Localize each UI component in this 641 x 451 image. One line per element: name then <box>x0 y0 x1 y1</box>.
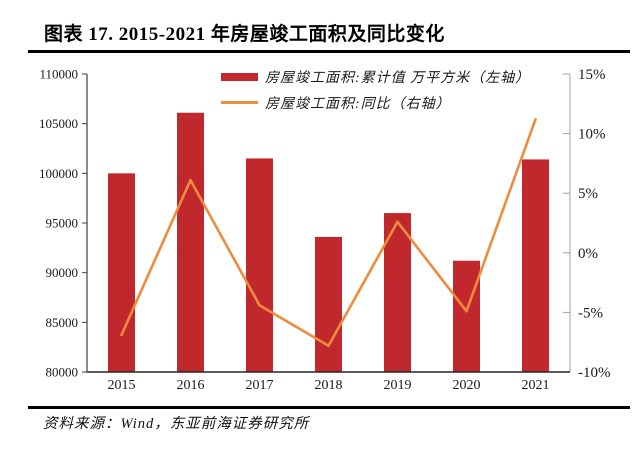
legend-label-bar-series: 房屋竣工面积:累计值 万平方米（左轴） <box>265 70 531 86</box>
x-axis-label-2017: 2017 <box>246 378 274 393</box>
x-axis-label-2019: 2019 <box>384 378 412 393</box>
bar-2015 <box>108 173 135 372</box>
bar-2018 <box>315 236 342 372</box>
bar-series-swatch <box>221 72 258 81</box>
yoy-line <box>120 118 537 348</box>
line-series-swatch <box>221 101 258 104</box>
bar-2016 <box>177 112 204 373</box>
bar-2020 <box>453 260 480 372</box>
left-axis-tick-label: 110000 <box>39 67 78 82</box>
x-axis-label-2016: 2016 <box>177 378 205 393</box>
left-axis-tick-label: 105000 <box>39 116 78 131</box>
figure-title: 图表 17. 2015-2021 年房屋竣工面积及同比变化 <box>44 24 445 45</box>
title-underline <box>28 50 630 53</box>
left-axis-tick-label: 85000 <box>46 315 79 330</box>
bar-2021 <box>522 159 549 372</box>
source-note: 资料来源：Wind，东亚前海证券研究所 <box>43 416 310 432</box>
left-axis-tick-label: 90000 <box>46 265 79 280</box>
source-divider <box>28 406 630 409</box>
right-axis-tick-label: 15% <box>578 67 606 83</box>
left-axis-tick-label: 80000 <box>46 365 79 380</box>
right-axis-tick-label: 0% <box>578 246 598 262</box>
x-axis-label-2015: 2015 <box>108 378 136 393</box>
chart-legend: 房屋竣工面积:累计值 万平方米（左轴） 房屋竣工面积:同比（右轴） <box>221 66 530 113</box>
left-axis-tick-label: 100000 <box>39 166 78 181</box>
right-axis-tick-label: 10% <box>578 127 606 143</box>
legend-label-line-series: 房屋竣工面积:同比（右轴） <box>265 96 451 112</box>
bar-2017 <box>246 158 273 372</box>
legend-item-line-series: 房屋竣工面积:同比（右轴） <box>221 92 530 113</box>
x-axis-label-2021: 2021 <box>522 378 550 393</box>
x-axis-label-2020: 2020 <box>453 378 481 393</box>
left-axis-tick-label: 95000 <box>46 216 79 231</box>
right-axis-tick-label: -10% <box>578 365 611 381</box>
right-axis-tick-label: 5% <box>578 186 598 202</box>
legend-item-bar-series: 房屋竣工面积:累计值 万平方米（左轴） <box>221 66 530 87</box>
x-axis-label-2018: 2018 <box>315 378 343 393</box>
right-axis-tick-label: -5% <box>578 305 603 321</box>
